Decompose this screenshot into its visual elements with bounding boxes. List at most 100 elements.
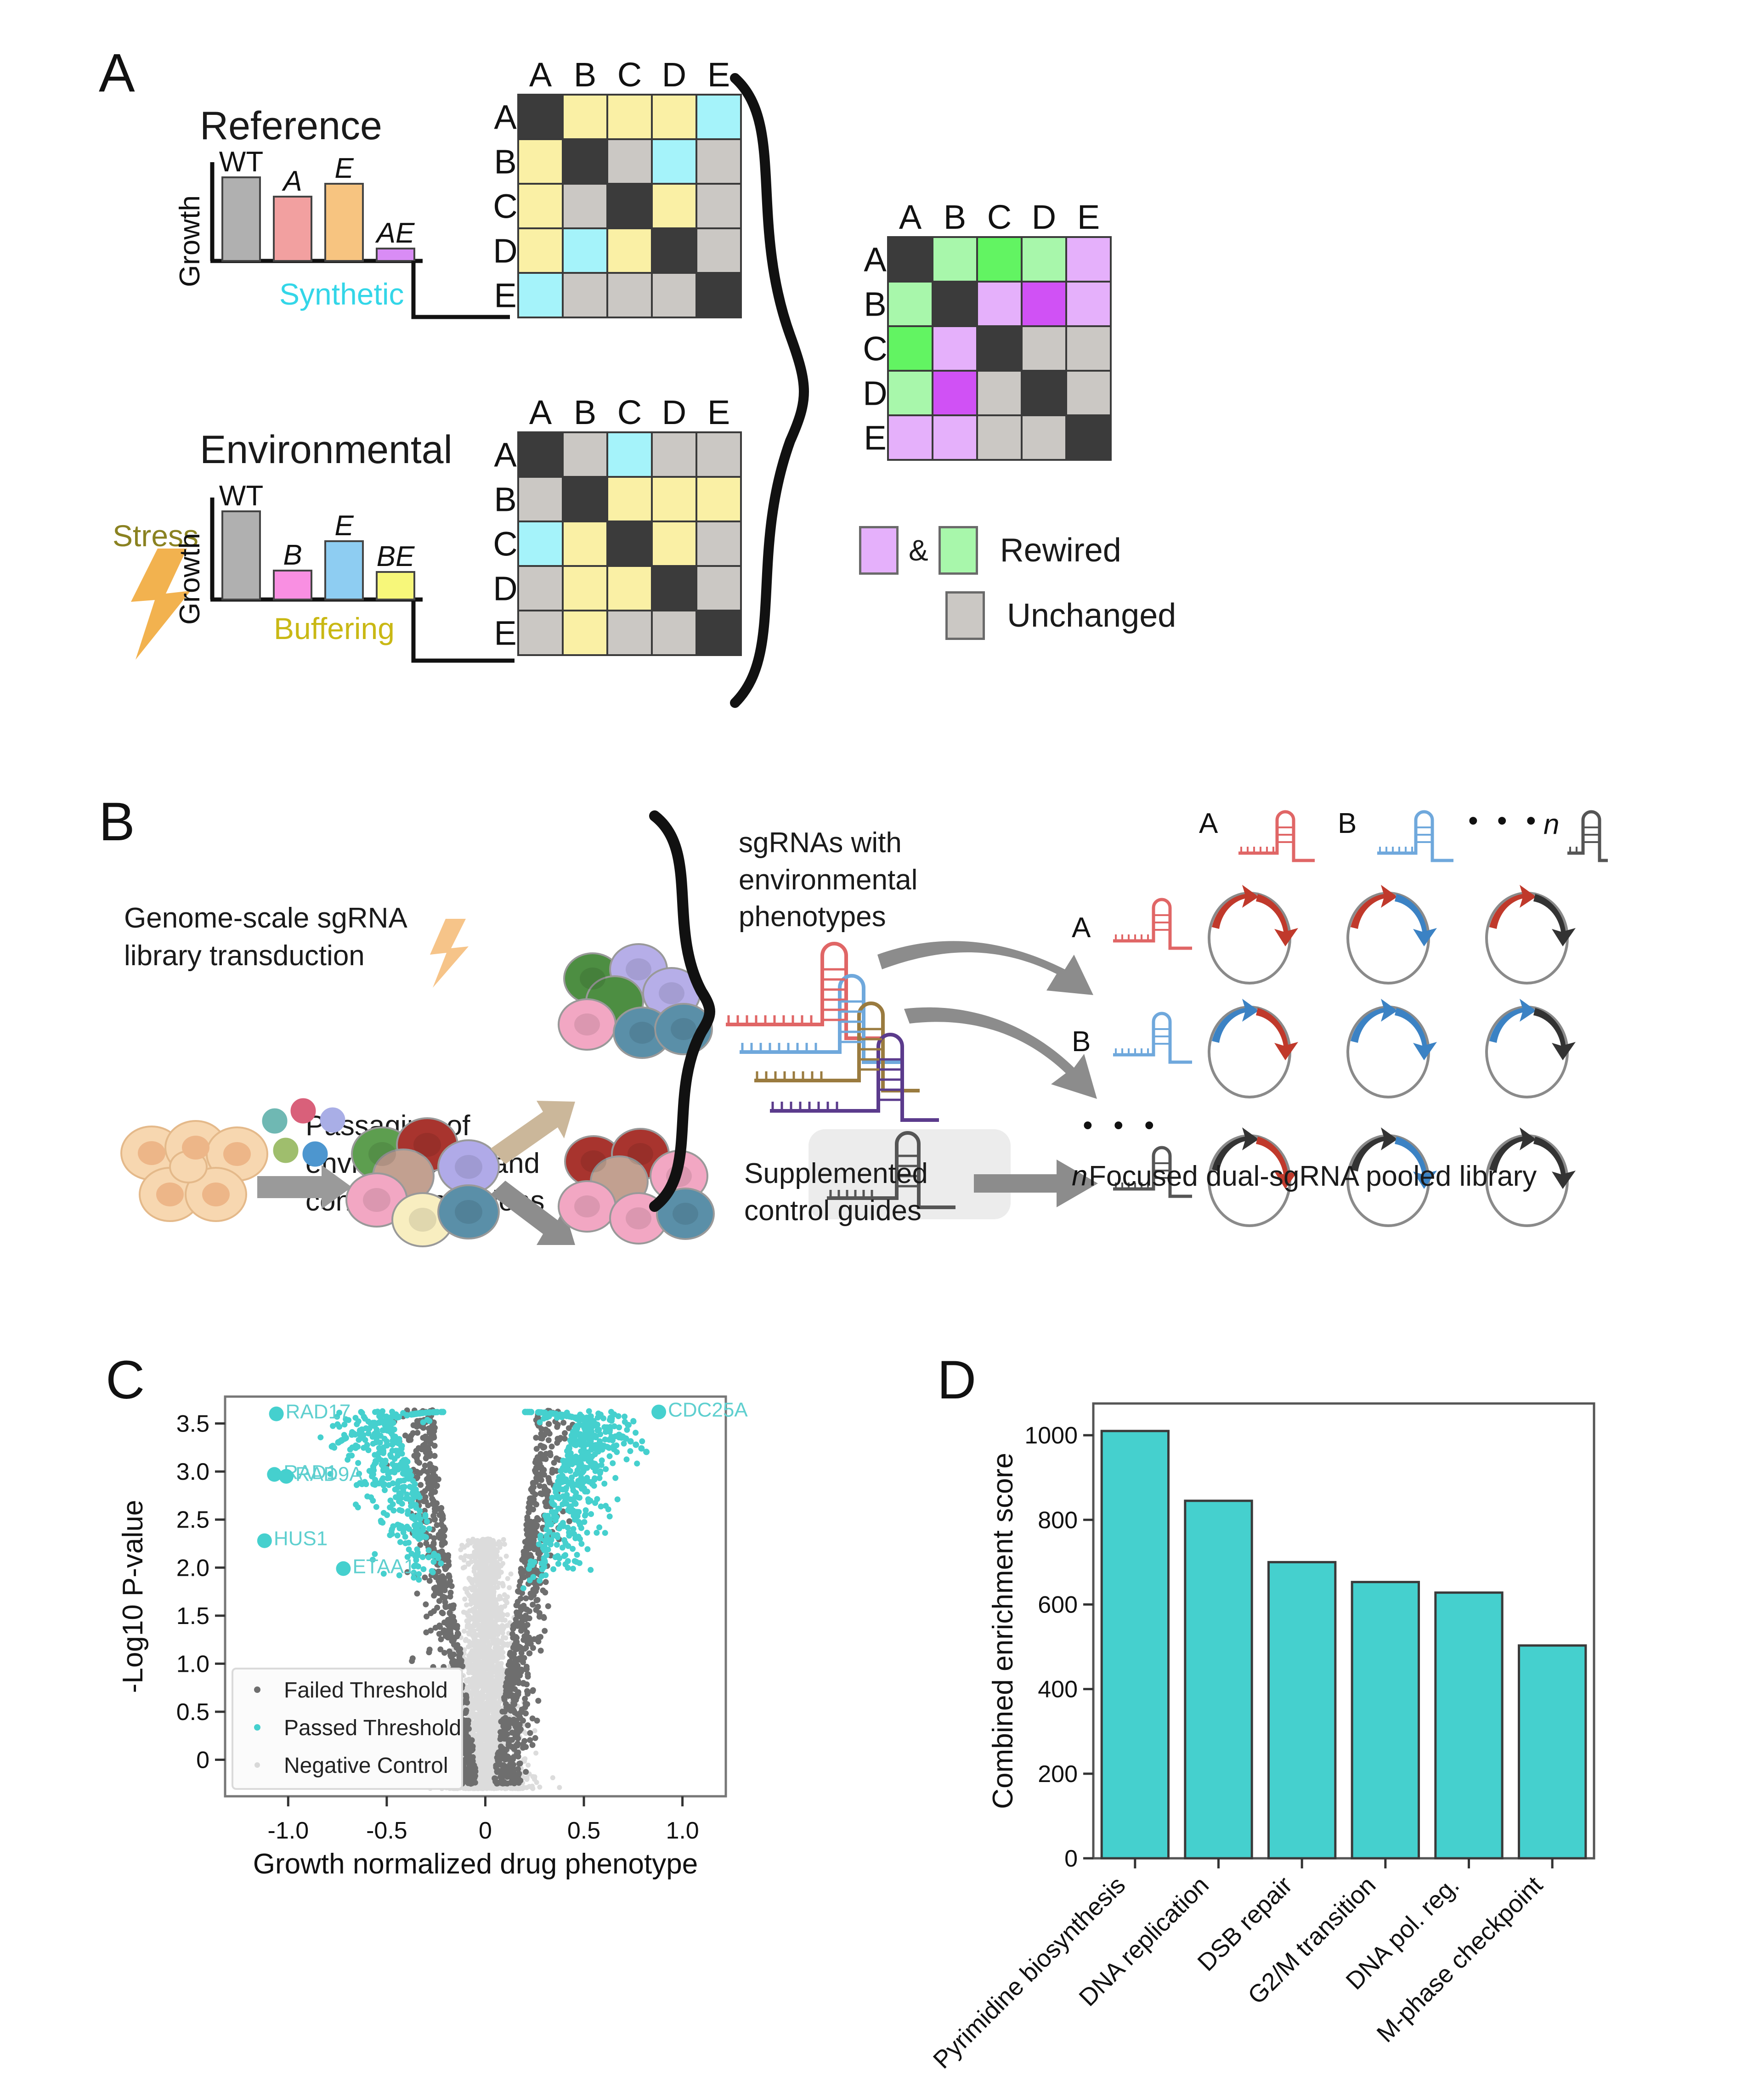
- data-point: [468, 1740, 474, 1746]
- data-point: [535, 1604, 541, 1610]
- data-point: [386, 1475, 392, 1481]
- data-point: [492, 1650, 497, 1655]
- data-point: [491, 1668, 496, 1673]
- data-point: [468, 1601, 473, 1607]
- data-point: [527, 1730, 533, 1736]
- data-point: [486, 1546, 491, 1551]
- legend-swatch-gray: [945, 591, 985, 640]
- data-point: [546, 1437, 552, 1443]
- data-point: [549, 1495, 555, 1501]
- data-point: [465, 1687, 470, 1692]
- data-point: [448, 1653, 454, 1659]
- plasmid: [1348, 885, 1437, 983]
- data-point: [492, 1580, 497, 1585]
- data-point: [422, 1512, 428, 1518]
- data-point: [606, 1437, 612, 1443]
- data-point: [501, 1695, 507, 1701]
- data-point: [607, 1417, 613, 1423]
- data-point: [523, 1710, 529, 1716]
- data-point: [607, 1513, 613, 1519]
- data-point: [416, 1577, 422, 1583]
- data-point: [557, 1474, 563, 1480]
- data-point: [639, 1438, 645, 1444]
- data-point: [567, 1509, 573, 1515]
- gene-label: RAD9A: [295, 1463, 363, 1486]
- data-point: [588, 1511, 594, 1517]
- data-point: [355, 1505, 361, 1511]
- caption-sgrnas-line-2: environmental: [739, 862, 917, 899]
- data-point: [478, 1751, 483, 1756]
- data-point: [480, 1549, 485, 1554]
- data-point: [492, 1705, 498, 1710]
- data-point: [432, 1584, 438, 1590]
- caption-control-line-1: Supplemented: [744, 1155, 928, 1193]
- data-point: [542, 1538, 548, 1544]
- synthetic-callout-label: Synthetic: [279, 277, 404, 311]
- data-point: [557, 1785, 562, 1790]
- data-point: [558, 1412, 565, 1418]
- data-point: [537, 1420, 543, 1426]
- data-point: [498, 1743, 504, 1749]
- annotated-gene-marker: [257, 1533, 272, 1548]
- data-point: [489, 1674, 494, 1679]
- environmental-matrix-col-header: A: [529, 393, 552, 431]
- environmental-matrix-cell: [652, 566, 696, 611]
- data-point: [492, 1600, 498, 1605]
- y-tick-label: 0.5: [176, 1699, 209, 1726]
- rewired-matrix-cell: [888, 326, 933, 371]
- data-point: [423, 1534, 429, 1540]
- data-point: [501, 1537, 506, 1542]
- data-point: [481, 1689, 486, 1694]
- data-point: [390, 1461, 396, 1467]
- data-point: [427, 1647, 433, 1652]
- panel-b-letter: B: [99, 795, 135, 849]
- reference-matrix-row-header: E: [494, 277, 516, 315]
- data-point: [356, 1437, 362, 1443]
- data-point: [443, 1583, 449, 1589]
- data-point: [538, 1648, 544, 1654]
- data-point: [399, 1508, 405, 1514]
- data-point: [383, 1427, 389, 1433]
- legend-swatch-light-purple: [859, 526, 899, 575]
- data-point: [499, 1709, 505, 1715]
- environmental-bar-be: [377, 572, 414, 600]
- plasmid: [1209, 999, 1298, 1097]
- data-point: [520, 1681, 526, 1686]
- data-point: [480, 1634, 485, 1639]
- rewired-matrix-cell: [933, 237, 977, 282]
- reference-matrix-cell: [652, 95, 696, 139]
- data-point: [543, 1579, 549, 1585]
- data-point: [409, 1515, 415, 1521]
- data-point: [405, 1508, 411, 1514]
- data-point: [513, 1634, 519, 1640]
- data-point: [353, 1415, 359, 1421]
- data-point: [473, 1703, 478, 1708]
- data-point: [454, 1662, 460, 1668]
- reference-matrix-cell: [607, 139, 652, 184]
- data-point: [574, 1552, 580, 1558]
- reference-matrix-cell: [607, 228, 652, 273]
- reference-matrix-cell: [607, 184, 652, 228]
- data-point: [370, 1481, 376, 1487]
- data-point: [546, 1421, 552, 1427]
- environmental-matrix-cell: [563, 611, 607, 655]
- data-point: [489, 1756, 494, 1761]
- data-point: [354, 1421, 360, 1427]
- data-point: [549, 1467, 555, 1473]
- data-point: [478, 1586, 483, 1591]
- plasmid-arrow-right: [1395, 894, 1437, 946]
- data-point: [466, 1561, 471, 1566]
- data-point: [353, 1445, 359, 1451]
- data-point: [402, 1469, 408, 1475]
- rewired-matrix-cell: [977, 371, 1022, 415]
- data-point: [445, 1622, 451, 1628]
- data-point: [518, 1596, 524, 1601]
- legend-label: Passed Threshold: [284, 1716, 461, 1740]
- data-point: [585, 1496, 591, 1502]
- data-point: [477, 1662, 482, 1667]
- combine-brace: [721, 69, 841, 712]
- data-point: [485, 1713, 490, 1718]
- data-point: [525, 1691, 531, 1697]
- data-point: [523, 1596, 529, 1601]
